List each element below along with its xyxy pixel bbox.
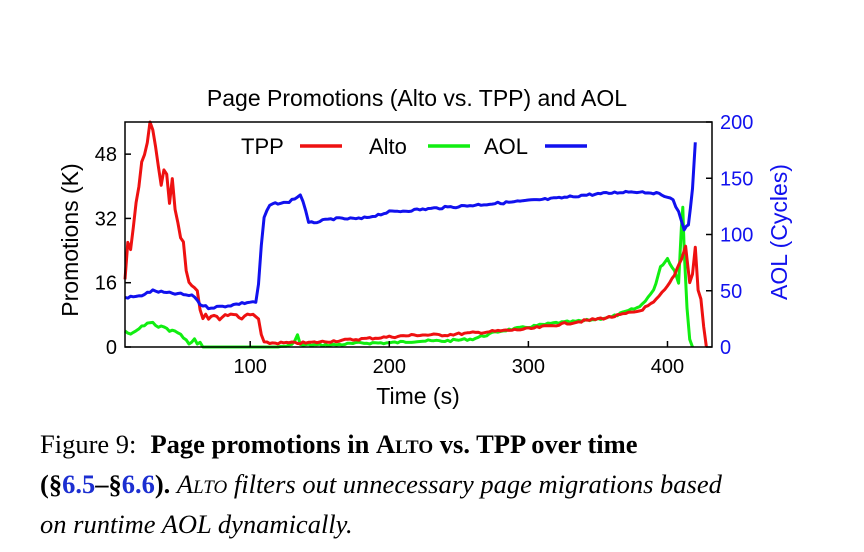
chart-title: Page Promotions (Alto vs. TPP) and AOL: [207, 85, 627, 111]
chart-figure: Page Promotions (Alto vs. TPP) and AOL T…: [57, 85, 792, 409]
caption-close: ).: [154, 469, 171, 499]
figure-caption: Figure 9: Page promotions in Alto vs. TPP…: [40, 424, 820, 544]
y-right-tick-label: 0: [720, 337, 731, 359]
caption-alto: Alto: [375, 429, 434, 459]
caption-dash: –§: [95, 469, 122, 499]
legend-label-aol: AOL: [484, 134, 528, 159]
caption-text-1: filters out unnecessary page migrations …: [227, 469, 722, 499]
section-link-6-5[interactable]: 6.5: [62, 469, 96, 499]
caption-line-1: Figure 9: Page promotions in Alto vs. TPP…: [40, 424, 820, 464]
y-right-tick-label: 200: [720, 112, 753, 134]
x-tick-label: 400: [651, 356, 684, 378]
axis-ticks: 100 200 300 400 0 16 32 48 0 50 100 150 200: [95, 112, 754, 378]
y-left-tick-label: 48: [95, 144, 117, 166]
y-left-tick-label: 0: [106, 337, 117, 359]
y-right-tick-label: 150: [720, 168, 753, 190]
y-axis-left-label: Promotions (K): [57, 163, 83, 316]
y-left-tick-label: 16: [95, 273, 117, 295]
legend-label-tpp: TPP: [241, 134, 284, 159]
caption-text-2: on runtime AOL dynamically.: [40, 509, 353, 539]
caption-line-3: on runtime AOL dynamically.: [40, 504, 820, 544]
y-left-tick-label: 32: [95, 208, 117, 230]
caption-title-b: vs. TPP over time: [433, 429, 638, 459]
legend-label-alto: Alto: [369, 134, 407, 159]
x-tick-label: 200: [373, 356, 406, 378]
x-axis-label: Time (s): [376, 383, 459, 409]
legend: TPP Alto AOL: [241, 134, 587, 159]
series-line-alto: [124, 205, 694, 349]
x-tick-label: 100: [234, 356, 267, 378]
caption-alto-italic: Alto: [176, 469, 228, 499]
figure-label: Figure 9:: [40, 429, 137, 459]
y-right-tick-label: 50: [720, 281, 742, 303]
y-axis-right-label: AOL (Cycles): [766, 164, 792, 300]
section-link-6-6[interactable]: 6.6: [121, 469, 155, 499]
caption-line-2: (§6.5–§6.6). Alto filters out unnecessar…: [40, 464, 820, 504]
caption-title-a: Page promotions in: [150, 429, 376, 459]
series-line-aol: [124, 142, 697, 311]
x-tick-label: 300: [512, 356, 545, 378]
caption-open: (§: [40, 469, 63, 499]
series-line-tpp: [123, 120, 708, 348]
plot-area: [123, 120, 708, 349]
y-right-tick-label: 100: [720, 225, 753, 247]
